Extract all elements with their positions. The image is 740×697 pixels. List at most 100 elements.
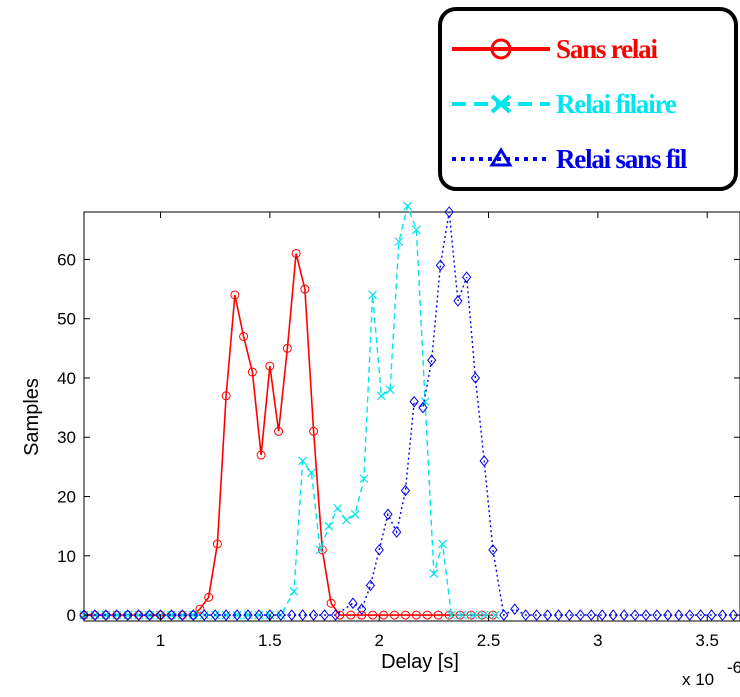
x-tick-label: 3 (593, 631, 602, 650)
data-point (112, 609, 122, 621)
data-point-stroke (324, 521, 334, 531)
y-tick-label: 60 (57, 250, 76, 269)
data-point (575, 609, 586, 621)
data-point (346, 610, 356, 620)
series-2 (79, 206, 739, 621)
data-point (630, 609, 640, 621)
data-point-stroke (298, 456, 308, 466)
data-point (188, 609, 198, 621)
data-point-stroke (385, 385, 395, 395)
data-point (409, 395, 419, 408)
data-point (232, 609, 242, 621)
x-tick-label: 3.5 (695, 631, 719, 650)
data-point (433, 610, 443, 620)
data-point (221, 610, 231, 620)
data-point (376, 391, 386, 401)
data-point (123, 609, 133, 621)
data-point (274, 426, 284, 436)
y-tick-label: 0 (67, 606, 76, 625)
data-point (652, 609, 662, 621)
data-point (188, 610, 198, 620)
x-tick-label: 2.5 (477, 631, 501, 650)
data-point (400, 484, 411, 497)
data-point (685, 609, 695, 621)
x-tick-label: 1 (156, 631, 165, 650)
data-point (521, 609, 531, 621)
data-point (177, 609, 188, 621)
data-point (319, 609, 330, 621)
data-point (221, 609, 231, 621)
data-point (112, 610, 122, 620)
data-point (330, 609, 341, 621)
plot-frame (83, 211, 740, 622)
data-point (553, 609, 564, 621)
data-point (357, 610, 367, 620)
legend-marker-triangle (489, 147, 513, 167)
data-point (479, 610, 489, 620)
data-point (368, 610, 378, 620)
data-point (230, 290, 240, 300)
data-point-stroke (232, 610, 242, 620)
data-point (479, 455, 489, 467)
data-point (306, 468, 316, 478)
data-point (101, 609, 111, 621)
data-point (167, 610, 176, 620)
data-point-stroke (394, 237, 404, 247)
legend-marker-x (490, 94, 512, 114)
data-point (144, 609, 155, 621)
data-point (400, 610, 410, 620)
data-point-stroke (254, 610, 264, 620)
legend-label: Sans relai (556, 34, 658, 64)
data-point (619, 609, 629, 621)
data-point (663, 609, 673, 621)
data-point (427, 354, 437, 366)
series-line (84, 203, 496, 616)
data-point (435, 259, 446, 272)
data-point (728, 609, 739, 621)
legend-marker-circle (490, 38, 512, 60)
legend-box (438, 7, 738, 191)
data-point (210, 609, 220, 621)
data-point (446, 610, 456, 620)
data-point (326, 598, 336, 608)
x-axis-label: Delay [s] (381, 651, 459, 673)
data-point (462, 271, 472, 284)
y-axis-label: Samples (21, 378, 43, 456)
data-point-stroke (438, 539, 448, 549)
data-point-stroke (446, 610, 456, 620)
data-point (717, 609, 728, 621)
data-point (289, 586, 299, 596)
data-point-stroke (341, 515, 351, 525)
data-point (374, 544, 384, 556)
data-point-stroke (376, 391, 386, 401)
data-point (298, 456, 308, 466)
data-point (357, 603, 367, 615)
data-point (282, 343, 292, 353)
data-point-stroke (490, 610, 500, 620)
data-point (383, 508, 393, 521)
data-point (134, 609, 144, 621)
data-point-stroke (315, 545, 325, 555)
y-tick-label: 10 (57, 547, 76, 566)
data-point (247, 367, 257, 377)
data-point (90, 609, 100, 621)
data-point (199, 609, 209, 621)
data-point (586, 609, 596, 621)
data-point (392, 526, 402, 538)
data-point (287, 609, 297, 621)
data-point (243, 610, 253, 620)
data-point (499, 609, 509, 621)
data-point (166, 609, 177, 621)
data-point (641, 609, 651, 621)
x-exponent-power: -6 (727, 658, 740, 677)
data-point (706, 609, 717, 621)
data-point (468, 610, 478, 620)
data-point (309, 426, 319, 436)
y-tick-label: 50 (57, 310, 76, 329)
data-point (542, 609, 553, 621)
data-point (368, 290, 378, 300)
data-point-stroke (306, 468, 316, 478)
data-point (341, 515, 351, 525)
data-point (300, 284, 310, 294)
data-point (411, 225, 421, 235)
